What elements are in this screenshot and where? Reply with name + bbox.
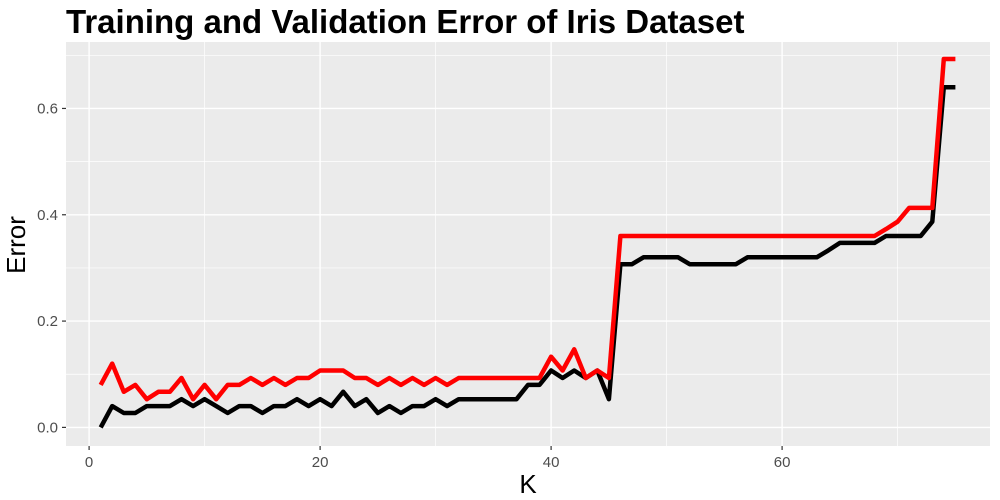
x-tick-labels: 0 20 40 60 [85,454,791,471]
y-tick-labels: 0.0 0.2 0.4 0.6 [37,100,58,436]
x-tick-label: 60 [774,454,791,471]
series-line-2 [98,56,956,402]
minor-gridlines [66,42,990,446]
series-lines [98,56,956,429]
y-tick-label: 0.2 [37,313,58,330]
chart-title: Training and Validation Error of Iris Da… [66,3,744,40]
x-tick-label: 20 [312,454,329,471]
y-tick-label: 0.4 [37,207,58,224]
axis-ticks [62,107,783,450]
major-gridlines [66,42,990,446]
x-axis-title: K [519,469,537,499]
y-tick-label: 0.6 [37,100,58,117]
x-tick-label: 0 [85,454,93,471]
y-axis-title: Error [1,216,31,274]
y-tick-label: 0.0 [37,419,58,436]
series-line-1 [98,84,956,429]
x-tick-label: 40 [543,454,560,471]
